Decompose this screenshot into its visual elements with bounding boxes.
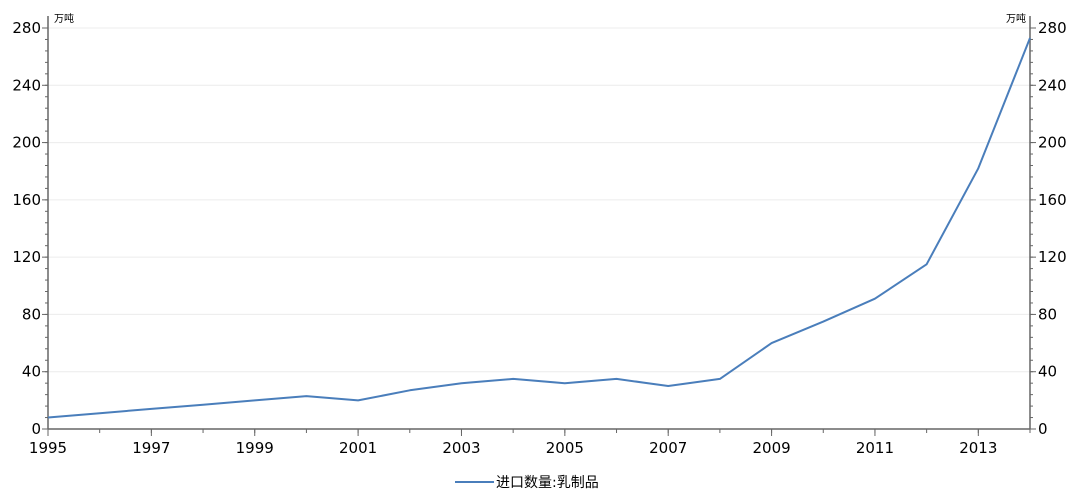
y-tick-label-left: 240 [12,76,41,94]
x-tick-label: 2009 [752,439,790,457]
y-tick-label-right: 0 [1038,420,1048,438]
x-tick-label: 2005 [546,439,584,457]
y-tick-label-left: 40 [22,363,41,381]
legend-label: 进口数量:乳制品 [496,475,599,491]
y-tick-label-left: 200 [12,134,41,152]
y-tick-label-left: 80 [22,305,41,323]
y-tick-label-right: 80 [1038,305,1057,323]
y-tick-label-right: 240 [1038,76,1067,94]
y-tick-label-right: 40 [1038,363,1057,381]
axes: 万吨 万吨 0 0 40 40 80 80 120 120 160 160 200 200 240 240… [12,12,1066,457]
legend[interactable]: 进口数量:乳制品 [455,475,599,491]
y-tick-label-left: 280 [12,19,41,37]
x-tick-label: 2013 [959,439,997,457]
left-axis-unit-label: 万吨 [54,12,74,25]
series-line [47,37,1031,419]
y-tick-label-right: 280 [1038,19,1067,37]
y-tick-label-right: 120 [1038,248,1067,266]
x-tick-label: 1997 [132,439,170,457]
x-tick-label: 2011 [856,439,894,457]
x-tick-label: 2007 [649,439,687,457]
right-axis-unit-label: 万吨 [1006,12,1026,25]
x-tick-label: 1999 [236,439,274,457]
x-tick-label: 2001 [339,439,377,457]
gridlines [48,27,1030,373]
x-tick-label: 2003 [442,439,480,457]
y-tick-label-right: 160 [1038,191,1067,209]
series-group [47,37,1031,419]
y-tick-label-left: 120 [12,248,41,266]
y-tick-label-right: 200 [1038,134,1067,152]
y-tick-label-left: 160 [12,191,41,209]
y-tick-label-left: 0 [31,420,41,438]
x-tick-label: 1995 [29,439,67,457]
